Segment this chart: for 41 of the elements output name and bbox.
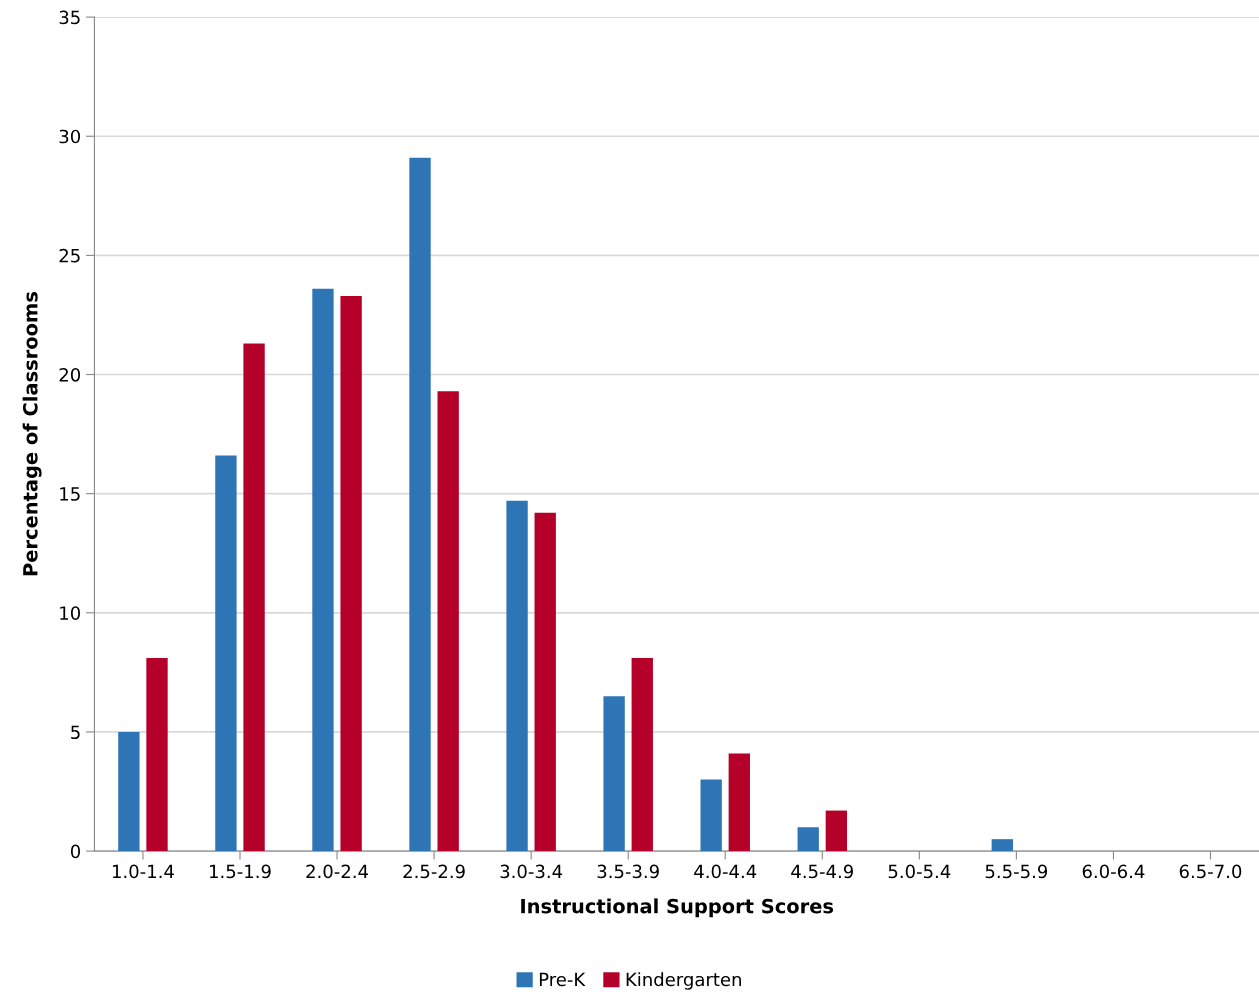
x-tick-label: 1.5-1.9: [210, 864, 271, 879]
legend-label: Pre-K: [539, 972, 586, 987]
bar: [146, 658, 168, 852]
bar: [728, 753, 750, 852]
x-tick-label: 4.5-4.9: [791, 864, 853, 879]
x-axis-title: Instructional Support Scores: [521, 898, 834, 918]
y-tick-label: 35: [59, 10, 80, 25]
x-tick-label: 6.5-7.0: [1179, 864, 1242, 879]
bar: [437, 391, 459, 852]
x-tick-label: 4.0-4.4: [694, 864, 757, 879]
bar: [534, 512, 556, 852]
bar: [991, 839, 1013, 852]
x-tick-label: 5.5-5.9: [985, 864, 1048, 879]
x-tick-label: 6.0-6.4: [1082, 864, 1145, 879]
legend-label: Kindergarten: [626, 972, 741, 990]
y-tick-label: 0: [70, 844, 81, 859]
y-tick-label: 25: [59, 248, 80, 263]
bar: [825, 810, 848, 852]
bar: [409, 157, 431, 852]
bar: [506, 500, 528, 852]
bar: [118, 731, 140, 852]
bar: [340, 295, 362, 852]
y-axis-title: Percentage of Classrooms: [22, 292, 42, 576]
x-tick-label: 3.0-3.4: [500, 864, 563, 879]
y-tick-label: 15: [60, 487, 80, 501]
x-tick-label: 3.5-3.9: [597, 864, 659, 879]
bar: [312, 288, 334, 852]
y-tick-label: 30: [59, 129, 81, 144]
bar: [215, 455, 237, 852]
x-tick-label: 2.0-2.4: [306, 864, 369, 879]
bar: [700, 779, 722, 852]
y-tick-label: 10: [60, 606, 81, 620]
bar: [603, 696, 625, 852]
bar: [797, 827, 819, 852]
bar: [243, 343, 265, 852]
x-tick-label: 2.5-2.9: [403, 864, 465, 879]
y-tick-label: 5: [71, 725, 80, 740]
x-tick-label: 1.0-1.4: [112, 864, 174, 879]
y-tick-label: 20: [59, 367, 81, 382]
bar: [631, 658, 653, 852]
x-tick-label: 5.0-5.4: [888, 864, 951, 879]
